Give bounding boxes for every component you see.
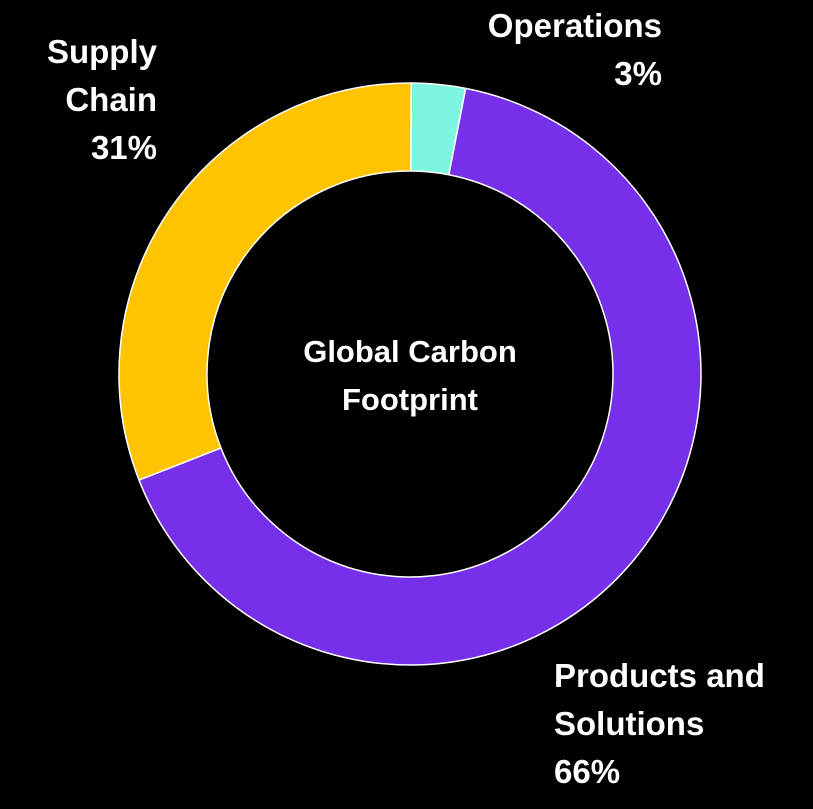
slice-label-supply-chain: Supply Chain 31% — [47, 28, 157, 172]
slice-label-supply-chain-percent: 31% — [90, 129, 157, 166]
chart-center-title: Global Carbon Footprint — [262, 328, 558, 424]
slice-label-products-and-solutions: Products and Solutions 66% — [554, 652, 765, 796]
center-title-line-2: Footprint — [341, 382, 478, 417]
slice-label-supply-chain-line-2: Chain — [65, 81, 157, 118]
donut-slice-supply-chain — [118, 82, 412, 481]
slice-label-products-line-1: Products and — [554, 657, 765, 694]
slice-label-operations-percent: 3% — [614, 55, 662, 92]
slice-label-supply-chain-line-1: Supply — [46, 33, 157, 70]
donut-slice-products-and-solutions — [138, 87, 702, 666]
slice-label-operations-line-1: Operations — [487, 7, 662, 44]
slice-label-products-line-2: Solutions — [554, 705, 705, 742]
donut-slices — [118, 82, 702, 666]
slice-label-operations: Operations 3% — [488, 2, 662, 98]
center-title-line-1: Global Carbon — [303, 334, 517, 369]
slice-label-products-percent: 66% — [554, 753, 621, 790]
